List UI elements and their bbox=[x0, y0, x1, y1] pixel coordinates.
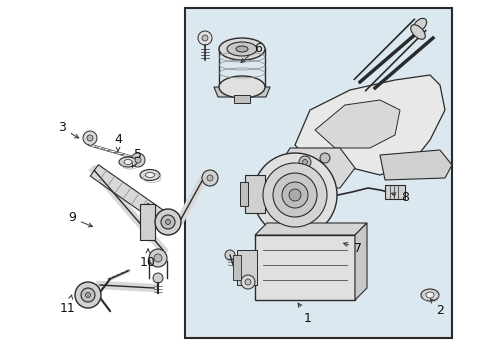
Ellipse shape bbox=[226, 42, 257, 56]
Circle shape bbox=[202, 170, 218, 186]
Polygon shape bbox=[294, 75, 444, 175]
Circle shape bbox=[155, 209, 181, 235]
Text: 8: 8 bbox=[391, 192, 408, 204]
Circle shape bbox=[153, 273, 163, 283]
Circle shape bbox=[244, 279, 250, 285]
Bar bbox=[234, 95, 249, 103]
Ellipse shape bbox=[219, 38, 264, 60]
Text: 4: 4 bbox=[114, 134, 122, 152]
Bar bbox=[237, 250, 257, 285]
Text: 11: 11 bbox=[60, 295, 76, 315]
Circle shape bbox=[198, 31, 212, 45]
Ellipse shape bbox=[119, 157, 137, 167]
Text: 7: 7 bbox=[343, 242, 361, 255]
Bar bbox=[184, 8, 451, 338]
Circle shape bbox=[161, 215, 175, 229]
Circle shape bbox=[224, 250, 235, 260]
Ellipse shape bbox=[124, 159, 132, 165]
Bar bbox=[254, 235, 354, 300]
Circle shape bbox=[85, 292, 90, 297]
Circle shape bbox=[75, 282, 101, 308]
Circle shape bbox=[288, 189, 301, 201]
Circle shape bbox=[87, 135, 93, 141]
Ellipse shape bbox=[425, 292, 433, 298]
Circle shape bbox=[252, 153, 336, 237]
Circle shape bbox=[241, 275, 254, 289]
Circle shape bbox=[206, 175, 213, 181]
Text: 1: 1 bbox=[298, 303, 311, 324]
Circle shape bbox=[263, 163, 326, 227]
Circle shape bbox=[302, 159, 307, 165]
Text: 5: 5 bbox=[132, 148, 142, 167]
Text: 3: 3 bbox=[58, 121, 79, 138]
Circle shape bbox=[298, 156, 310, 168]
Circle shape bbox=[202, 35, 207, 41]
Circle shape bbox=[135, 157, 141, 163]
Polygon shape bbox=[379, 150, 451, 180]
Circle shape bbox=[165, 220, 170, 225]
Ellipse shape bbox=[219, 76, 264, 98]
Circle shape bbox=[131, 153, 145, 167]
Bar bbox=[140, 204, 155, 240]
Text: 2: 2 bbox=[429, 299, 443, 316]
Polygon shape bbox=[314, 100, 399, 148]
Bar bbox=[384, 185, 404, 199]
Polygon shape bbox=[354, 223, 366, 300]
Text: 10: 10 bbox=[140, 249, 156, 269]
Circle shape bbox=[83, 131, 97, 145]
Circle shape bbox=[282, 182, 307, 208]
Ellipse shape bbox=[145, 172, 154, 177]
Bar bbox=[232, 255, 241, 280]
Ellipse shape bbox=[410, 25, 425, 39]
Ellipse shape bbox=[412, 18, 426, 32]
Polygon shape bbox=[254, 223, 366, 235]
Circle shape bbox=[319, 153, 329, 163]
Bar bbox=[244, 175, 264, 213]
Circle shape bbox=[272, 173, 316, 217]
Text: 9: 9 bbox=[68, 211, 92, 227]
Circle shape bbox=[81, 288, 95, 302]
Ellipse shape bbox=[140, 170, 160, 180]
Text: 6: 6 bbox=[241, 41, 262, 63]
Ellipse shape bbox=[420, 289, 438, 301]
Polygon shape bbox=[90, 165, 172, 228]
Polygon shape bbox=[214, 87, 269, 97]
Circle shape bbox=[154, 254, 162, 262]
Bar bbox=[240, 182, 247, 206]
Circle shape bbox=[149, 249, 167, 267]
Polygon shape bbox=[278, 148, 354, 188]
Ellipse shape bbox=[236, 46, 247, 52]
